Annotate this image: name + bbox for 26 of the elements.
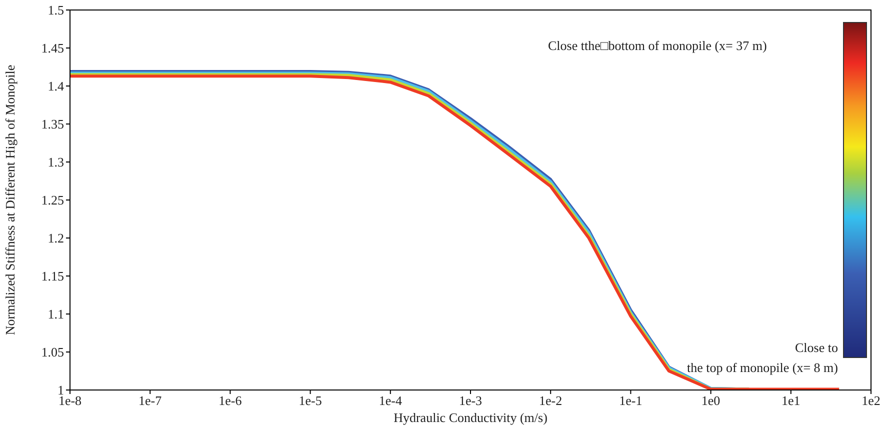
- y-axis-title: Normalized Stiffness at Different High of Monopile: [2, 64, 18, 336]
- y-tick-label: 1.45: [41, 40, 64, 56]
- x-tick-label: 1e-2: [539, 393, 562, 408]
- y-tick-label: 1.25: [41, 192, 64, 208]
- x-tick-label: 1e-7: [138, 393, 162, 408]
- x-tick-label: 1e-6: [218, 393, 242, 408]
- x-tick-label: 1e-8: [58, 393, 82, 408]
- annotation: Close to: [795, 340, 838, 356]
- y-tick-label: 1.3: [48, 154, 64, 170]
- y-tick-label: 1.5: [48, 2, 64, 18]
- annotation: Close tthe□bottom of monopile (x= 37 m): [548, 38, 767, 54]
- y-tick-label: 1.4: [48, 78, 64, 94]
- x-tick-label: 1e1: [782, 393, 800, 408]
- x-tick-label: 1e-4: [378, 393, 402, 408]
- y-tick-label: 1.15: [41, 268, 64, 284]
- x-axis-title: Hydraulic Conductivity (m/s): [394, 410, 548, 425]
- y-tick-label: 1.1: [48, 306, 64, 322]
- x-tick-label: 1e-5: [298, 393, 322, 408]
- y-tick-label: 1.05: [41, 344, 64, 360]
- x-tick-label: 1e2: [862, 393, 880, 408]
- y-tick-label: 1.2: [48, 230, 64, 246]
- x-tick-label: 1e0: [701, 393, 720, 408]
- annotation: the top of monopile (x= 8 m): [686, 360, 838, 376]
- x-tick-label: 1e-1: [619, 393, 642, 408]
- x-tick-label: 1e-3: [458, 393, 482, 408]
- y-tick-label: 1.35: [41, 116, 64, 132]
